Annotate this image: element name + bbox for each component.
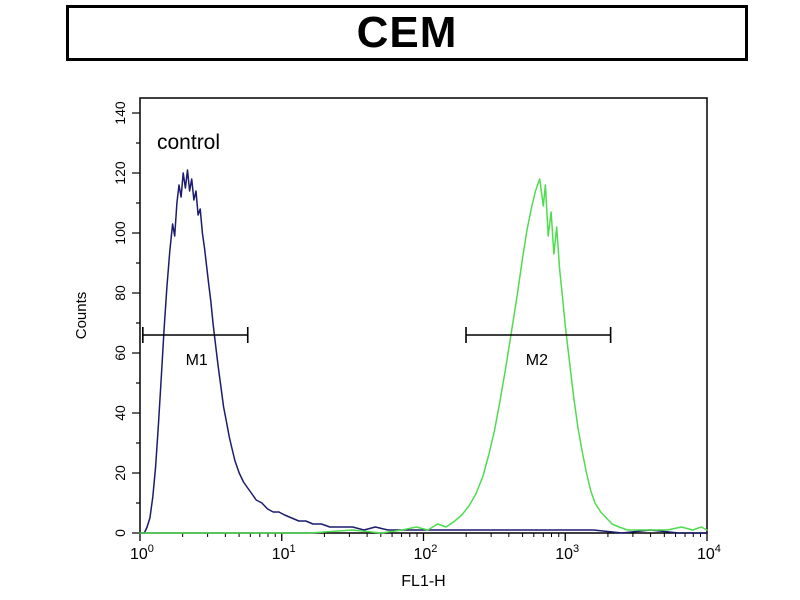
- y-axis-tick-label: 0: [112, 529, 128, 537]
- y-axis-tick-label: 60: [112, 345, 128, 361]
- y-axis-tick-label: 100: [112, 221, 128, 245]
- chart-title: CEM: [356, 8, 458, 57]
- x-axis-title: FL1-H: [401, 573, 445, 590]
- x-axis-tick-label: 101: [272, 543, 296, 563]
- y-axis-tick-label: 140: [112, 101, 128, 125]
- curve-sample: [139, 178, 708, 534]
- plot-frame: [139, 97, 708, 534]
- marker-m2-label: M2: [526, 352, 548, 369]
- x-axis-tick-label: 104: [697, 543, 721, 563]
- y-axis-tick-label: 80: [112, 285, 128, 301]
- control-annotation: control: [157, 131, 220, 154]
- x-axis-tick-label: 100: [130, 543, 154, 563]
- x-axis-tick-label: 102: [414, 543, 438, 563]
- y-axis-tick-label: 40: [112, 405, 128, 421]
- marker-m1-label: M1: [186, 352, 208, 369]
- y-axis-title: Counts: [73, 292, 90, 340]
- x-axis-tick-label: 103: [555, 543, 579, 563]
- y-axis-tick-label: 120: [112, 161, 128, 185]
- title-box: CEM: [66, 5, 748, 61]
- y-axis-tick-label: 20: [112, 465, 128, 481]
